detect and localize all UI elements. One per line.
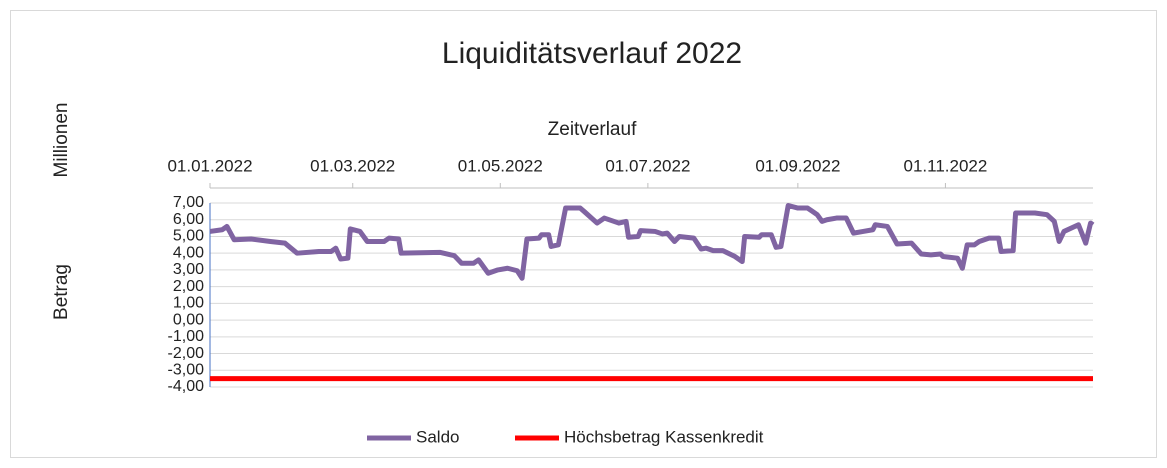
y-tick-label: 7,00 — [173, 194, 204, 211]
y-tick-label: 6,00 — [173, 211, 204, 228]
x-tick-label: 01.01.2022 — [167, 156, 252, 175]
y-axis-unit: Millionen — [51, 103, 72, 178]
data-line — [209, 203, 1095, 281]
chart-frame — [10, 10, 1157, 458]
y-tick-label: 3,00 — [173, 261, 204, 278]
y-tick-label: 2,00 — [173, 278, 204, 295]
y-tick-label: -2,00 — [168, 345, 205, 362]
y-tick-label: 0,00 — [173, 311, 204, 328]
y-axis-title: Betrag — [51, 264, 72, 320]
x-tick-label: 01.03.2022 — [310, 156, 395, 175]
y-tick-label: -4,00 — [168, 378, 205, 395]
x-tick-label: 01.05.2022 — [458, 156, 543, 175]
y-tick-label: 1,00 — [173, 295, 204, 312]
x-tick-label: 01.11.2022 — [904, 156, 988, 175]
x-tick-label: 01.09.2022 — [755, 156, 840, 175]
chart-title: Liquiditätsverlauf 2022 — [442, 37, 742, 70]
y-tick-label: 4,00 — [173, 244, 204, 261]
x-tick-label: 01.07.2022 — [605, 156, 690, 175]
legend-label: Höchsbetrag Kassenkredit — [564, 427, 764, 446]
y-tick-label: -3,00 — [168, 361, 205, 378]
legend-label: Saldo — [416, 427, 459, 446]
y-tick-label: 5,00 — [173, 228, 204, 245]
x-axis-title: Zeitverlauf — [548, 119, 637, 140]
y-tick-label: -1,00 — [168, 328, 205, 345]
